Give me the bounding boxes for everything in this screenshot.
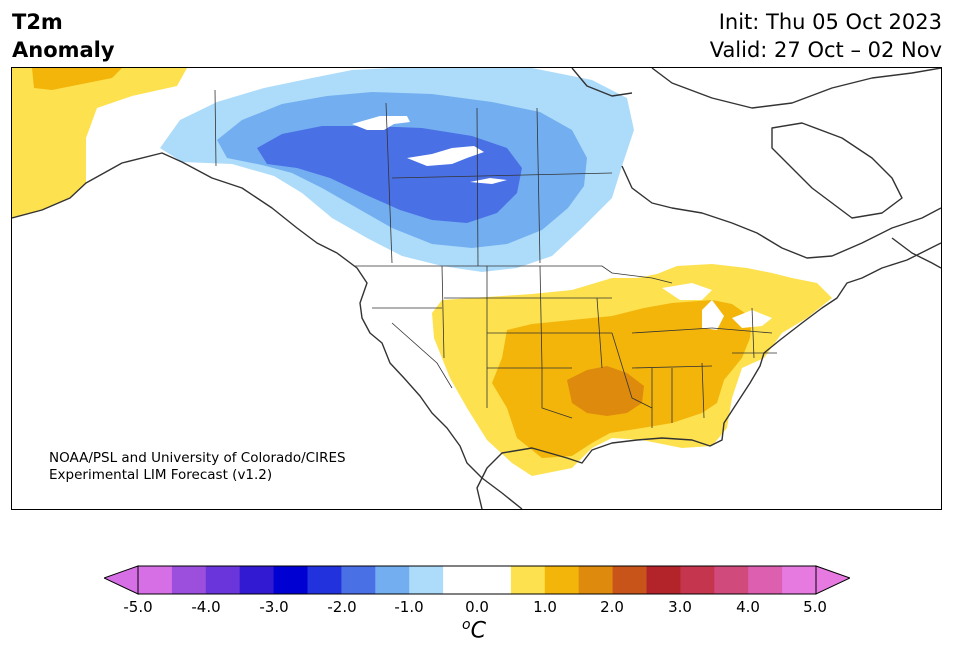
colorbar-cell [646, 566, 681, 594]
map-title: T2m Anomaly [12, 8, 115, 64]
init-date: Init: Thu 05 Oct 2023 [718, 10, 942, 34]
coastlines [12, 68, 941, 509]
colorbar-cell [748, 566, 783, 594]
colorbar-cell [171, 566, 207, 594]
title-line-1: T2m [12, 10, 63, 34]
colorbar-tick-label: -2.0 [327, 598, 357, 616]
colorbar-tick-label: -3.0 [259, 598, 289, 616]
colorbar-cell [782, 566, 817, 594]
colorbar-cell [680, 566, 715, 594]
degree-superscript: o [462, 617, 471, 633]
colorbar-cell [612, 566, 647, 594]
colorbar-border [137, 565, 817, 595]
great-lakes [662, 283, 772, 330]
colorbar-tick-label: 5.0 [803, 598, 827, 616]
alaska-warmer-anomaly [32, 68, 122, 90]
colorbar-tick-label: 0.0 [465, 598, 489, 616]
unit-text: C [470, 618, 486, 644]
colorbar-max-extension [815, 565, 850, 595]
colorbar-cell [510, 566, 546, 594]
alaska-warm-anomaly [12, 68, 187, 218]
colorbar-cells [138, 566, 817, 594]
colorbar-tick-label: 4.0 [736, 598, 760, 616]
colorbar-cell [477, 566, 512, 594]
great-bear-lake [352, 116, 410, 130]
anomaly-map: NOAA/PSL and University of Colorado/CIRE… [11, 67, 942, 510]
us-warm-anomaly-3 [567, 366, 644, 416]
colorbar-tick-label: -5.0 [123, 598, 153, 616]
colorbar-tick-label: -1.0 [394, 598, 424, 616]
colorbar-unit: oC [462, 617, 486, 643]
colorbar-cell [341, 566, 376, 594]
colorbar-tick-label: 3.0 [668, 598, 692, 616]
credit-line-1: NOAA/PSL and University of Colorado/CIRE… [49, 450, 346, 466]
colorbar-cell [409, 566, 444, 594]
colorbar-cell [375, 566, 410, 594]
colorbar-cell [239, 566, 275, 594]
valid-dates: Valid: 27 Oct – 02 Nov [709, 38, 942, 62]
colorbar-tick-label: 2.0 [600, 598, 624, 616]
colorbar-tick-label: 1.0 [533, 598, 557, 616]
colorbar-cell [443, 566, 478, 594]
colorbar-cell [205, 566, 241, 594]
forecast-credit: NOAA/PSL and University of Colorado/CIRE… [49, 450, 346, 484]
credit-line-2: Experimental LIM Forecast (v1.2) [49, 467, 273, 483]
colorbar [104, 565, 850, 595]
great-slave-lake [407, 146, 484, 166]
map-canvas [12, 68, 941, 509]
colorbar-cell [714, 566, 749, 594]
colorbar-cell [544, 566, 580, 594]
colorbar-cell [138, 566, 173, 594]
forecast-dates: Init: Thu 05 Oct 2023 Valid: 27 Oct – 02… [710, 8, 942, 64]
colorbar-tick-label: -4.0 [191, 598, 221, 616]
colorbar-cell [273, 566, 308, 594]
colorbar-min-extension [104, 565, 139, 595]
colorbar-tick-labels: -5.0 -4.0 -3.0 -2.0 -1.0 0.0 1.0 2.0 3.0… [0, 598, 953, 618]
political-borders [214, 89, 777, 428]
colorbar-cell [307, 566, 342, 594]
lake-athabasca [470, 178, 507, 184]
title-line-2: Anomaly [12, 38, 115, 62]
colorbar-cell [578, 566, 614, 594]
